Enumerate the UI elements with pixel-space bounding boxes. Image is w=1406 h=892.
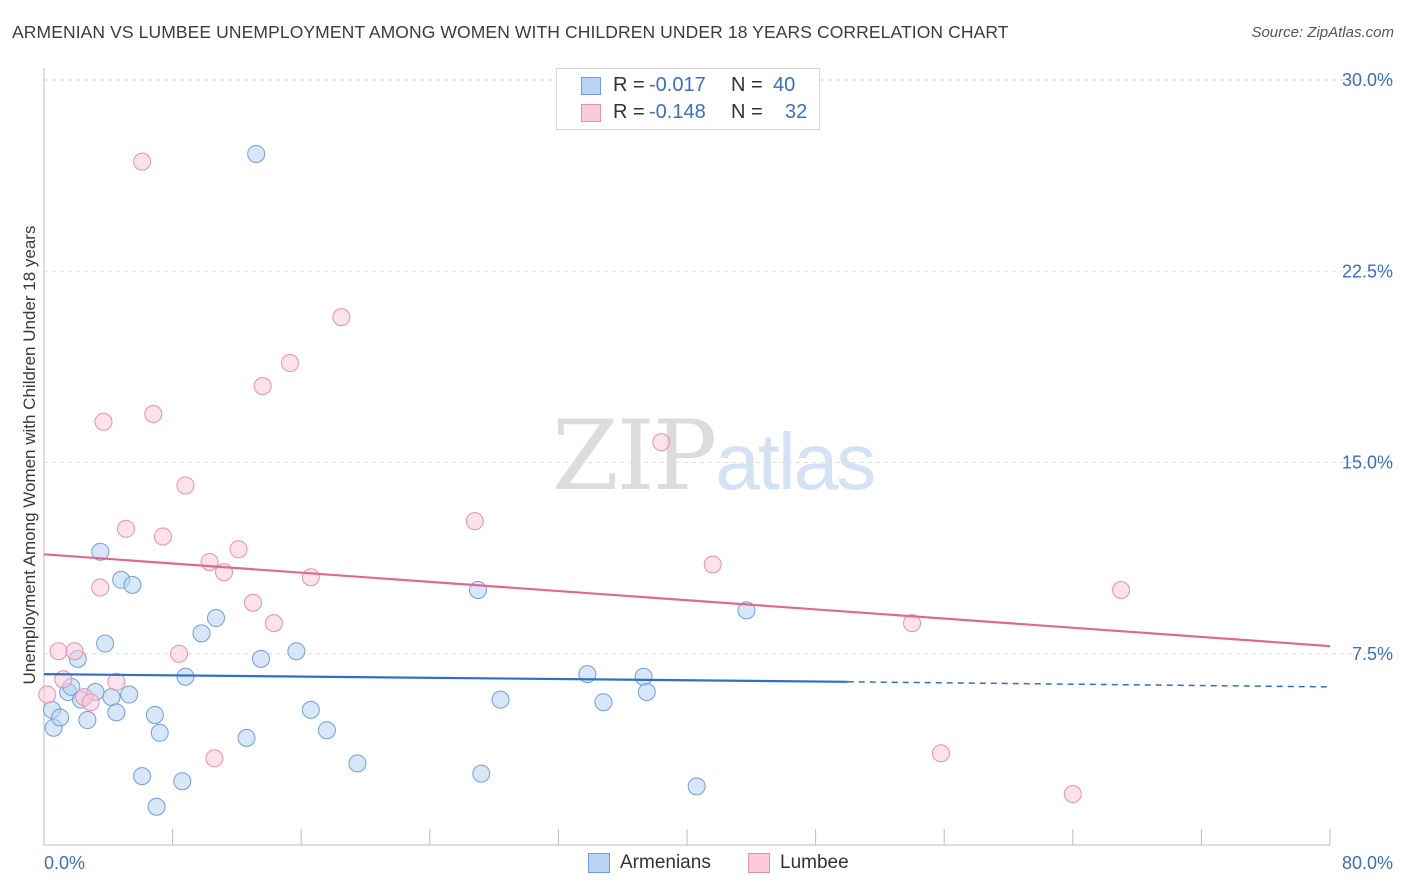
armenians-point — [91, 542, 110, 561]
chart-title: ARMENIAN VS LUMBEE UNEMPLOYMENT AMONG WO… — [12, 22, 1009, 42]
y-tick-label: 30.0% — [1342, 70, 1393, 90]
lumbee-point — [243, 593, 262, 612]
armenians-point — [594, 693, 613, 712]
lumbee-point — [107, 672, 126, 691]
lumbee-point — [65, 642, 84, 661]
armenians-point — [102, 688, 121, 707]
y-axis-label: Unemployment Among Women with Children U… — [20, 225, 39, 685]
lumbee-point — [205, 749, 224, 768]
lumbee-legend-swatch — [748, 853, 770, 873]
lumbee-point — [49, 642, 68, 661]
lumbee-point — [94, 412, 113, 431]
armenians-point — [247, 144, 266, 163]
armenians-point — [472, 764, 491, 783]
armenians-swatch — [581, 77, 601, 95]
source-label: Source: ZipAtlas.com — [1251, 24, 1394, 41]
watermark-zip: ZIP — [552, 400, 717, 512]
r-value: -0.148 — [649, 101, 706, 123]
armenians-trend-line — [43, 673, 848, 683]
lumbee-point — [332, 308, 351, 327]
x-tick-label: 0.0% — [44, 853, 85, 873]
armenians-point — [637, 683, 656, 701]
lumbee-point — [931, 744, 950, 763]
lumbee-point — [1063, 785, 1082, 803]
lumbee-point — [133, 152, 152, 171]
lumbee-point — [170, 644, 189, 663]
lumbee-point — [1112, 581, 1131, 599]
y-tick-label: 15.0% — [1342, 453, 1393, 473]
armenians-point — [173, 772, 192, 791]
r-label: R = — [613, 74, 645, 96]
armenians-trend-line-projection — [847, 681, 1331, 688]
n-value: 32 — [785, 101, 808, 123]
armenians-point — [145, 705, 164, 724]
lumbee-point — [465, 512, 484, 531]
lumbee-point — [253, 377, 272, 395]
armenians-legend-swatch — [588, 853, 610, 873]
lumbee-point — [81, 693, 100, 712]
armenians-point — [348, 754, 367, 773]
armenians-point — [150, 723, 169, 742]
armenians-point — [147, 797, 166, 816]
watermark: ZIPatlas — [552, 400, 876, 512]
armenians-point — [107, 703, 126, 722]
armenians-point — [252, 649, 271, 668]
correlation-legend: R = -0.017 N = 40 R = -0.148 N = 32 — [556, 68, 820, 130]
armenians-point — [176, 667, 195, 686]
n-label: N = — [731, 101, 763, 123]
armenians-point — [96, 634, 115, 653]
y-tick-label: 7.5% — [1352, 644, 1393, 664]
armenians-point — [491, 690, 510, 709]
lumbee-point — [264, 614, 283, 633]
armenians-point — [133, 767, 152, 786]
armenians-point — [123, 575, 142, 594]
armenians-point — [237, 728, 256, 747]
armenians-point — [78, 711, 97, 730]
armenians-point — [317, 721, 336, 740]
n-value: 40 — [773, 74, 796, 96]
lumbee-point — [91, 578, 110, 597]
armenians-point — [51, 708, 70, 727]
lumbee-point — [200, 552, 219, 571]
lumbee-point — [153, 527, 172, 546]
lumbee-point — [176, 476, 195, 495]
armenians-point — [207, 609, 226, 628]
lumbee-trend-line — [43, 553, 1331, 648]
armenians-point — [737, 601, 756, 620]
lumbee-point — [301, 568, 320, 587]
lumbee-point — [144, 405, 163, 424]
lumbee-point — [903, 614, 922, 633]
armenians-legend-label: Armenians — [620, 852, 711, 873]
lumbee-point — [280, 354, 299, 373]
armenians-point — [192, 624, 211, 643]
armenians-point — [301, 700, 320, 719]
lumbee-point — [652, 433, 671, 452]
r-value: -0.017 — [649, 74, 706, 96]
armenians-point — [287, 642, 306, 661]
lumbee-legend-label: Lumbee — [780, 852, 849, 873]
armenians-point — [687, 777, 706, 796]
lumbee-point — [38, 685, 57, 704]
lumbee-point — [116, 519, 135, 538]
armenians-point — [120, 685, 139, 704]
r-label: R = — [613, 101, 645, 123]
n-label: N = — [731, 74, 763, 96]
lumbee-swatch — [581, 104, 601, 122]
y-tick-label: 22.5% — [1342, 261, 1393, 281]
lumbee-point — [229, 540, 248, 559]
x-tick-label: 80.0% — [1342, 853, 1393, 873]
armenians-point — [634, 667, 653, 686]
lumbee-point — [703, 555, 722, 574]
watermark-atlas: atlas — [715, 417, 876, 506]
